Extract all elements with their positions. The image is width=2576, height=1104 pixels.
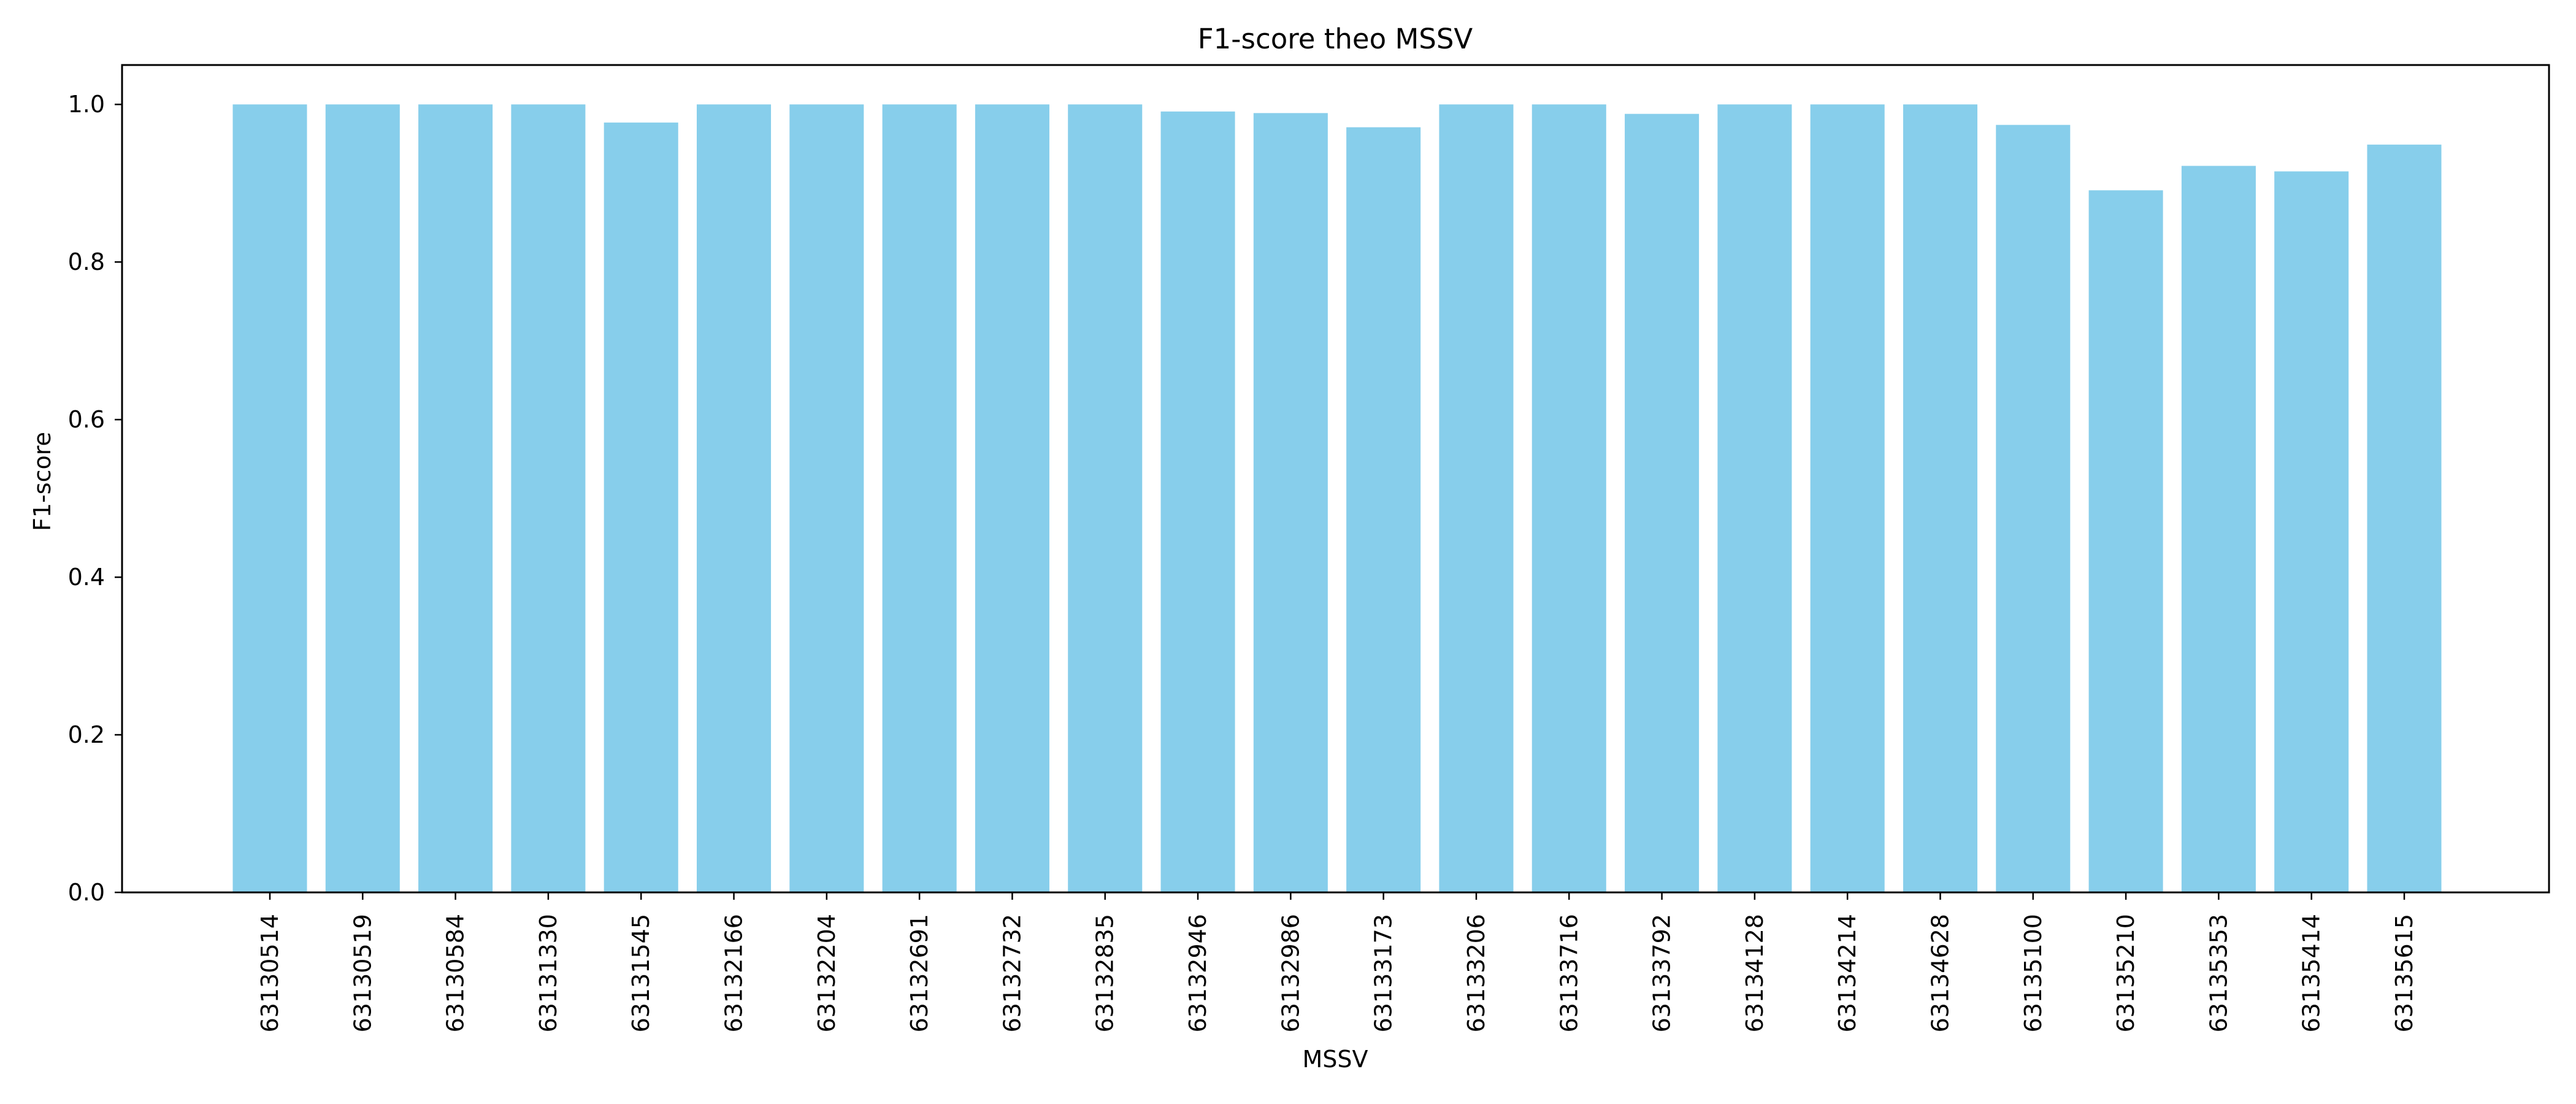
- bar-63135615: [2367, 144, 2442, 892]
- bar-63135414: [2274, 171, 2349, 893]
- x-tick-label: 63131330: [535, 914, 562, 1032]
- plot-frame: [121, 64, 2550, 894]
- bar-63132166: [697, 104, 772, 893]
- x-tick-label: 63133173: [1370, 914, 1397, 1032]
- bar-63135353: [2181, 166, 2256, 893]
- bar-63135210: [2088, 190, 2163, 892]
- bar-63132691: [882, 104, 957, 893]
- bar-63130519: [325, 104, 400, 893]
- bar-63132835: [1068, 104, 1143, 893]
- y-tick-label: 0.0: [68, 879, 105, 906]
- bar-63134628: [1903, 104, 1977, 893]
- x-tick-label: 63134128: [1741, 914, 1768, 1032]
- y-tick-label: 0.6: [68, 406, 105, 433]
- bar-63132204: [789, 104, 864, 893]
- bar-63133173: [1346, 127, 1421, 892]
- x-tick-label: 63133206: [1463, 914, 1490, 1032]
- x-tick-label: 63134628: [1926, 914, 1953, 1032]
- x-tick-label: 63134214: [1834, 914, 1861, 1032]
- bar-63130514: [232, 104, 307, 893]
- x-tick-label: 63131545: [627, 914, 654, 1032]
- x-tick-label: 63132691: [906, 914, 933, 1032]
- x-tick-label: 63132986: [1277, 914, 1304, 1032]
- bar-63135100: [1996, 125, 2071, 892]
- x-tick-label: 63130519: [349, 914, 376, 1032]
- chart-title: F1-score theo MSSV: [1198, 23, 1473, 55]
- bars-group: [232, 104, 2442, 893]
- x-tick-label: 63130584: [442, 914, 469, 1032]
- y-tick-label: 0.4: [68, 564, 105, 591]
- x-axis-ticks: 63130514 63130519 63130584 63131330 63131545…: [256, 892, 2418, 1032]
- y-axis-label: F1-score: [29, 432, 56, 531]
- bar-63132946: [1160, 111, 1235, 892]
- bar-63132732: [975, 104, 1049, 893]
- bar-63132986: [1253, 113, 1328, 892]
- bar-63131330: [511, 104, 586, 893]
- x-axis-label: MSSV: [1302, 1046, 1368, 1073]
- bar-63133792: [1625, 113, 1700, 892]
- x-tick-label: 63132732: [999, 914, 1025, 1032]
- x-tick-label: 63135353: [2205, 914, 2232, 1032]
- x-tick-label: 63133716: [1555, 914, 1582, 1032]
- bar-63134214: [1810, 104, 1885, 893]
- x-tick-label: 63132835: [1092, 914, 1119, 1032]
- x-tick-label: 63135414: [2298, 914, 2325, 1032]
- y-axis-ticks: 0.0 0.2 0.4 0.6 0.8 1.0: [68, 91, 122, 906]
- bar-63130584: [418, 104, 493, 893]
- x-tick-label: 63132204: [813, 914, 840, 1032]
- y-tick-label: 1.0: [68, 91, 105, 118]
- x-tick-label: 63135615: [2391, 914, 2418, 1032]
- y-tick-label: 0.8: [68, 248, 105, 275]
- bar-63133206: [1439, 104, 1514, 893]
- x-tick-label: 63132946: [1184, 914, 1211, 1032]
- x-tick-label: 63130514: [256, 914, 283, 1032]
- x-tick-label: 63135100: [2020, 914, 2047, 1032]
- x-tick-label: 63132166: [721, 914, 748, 1032]
- x-tick-label: 63133792: [1649, 914, 1676, 1032]
- bar-63133716: [1531, 104, 1606, 893]
- y-tick-label: 0.2: [68, 721, 105, 748]
- x-tick-label: 63135210: [2112, 914, 2139, 1032]
- bar-63131545: [604, 122, 678, 892]
- bar-63134128: [1717, 104, 1792, 893]
